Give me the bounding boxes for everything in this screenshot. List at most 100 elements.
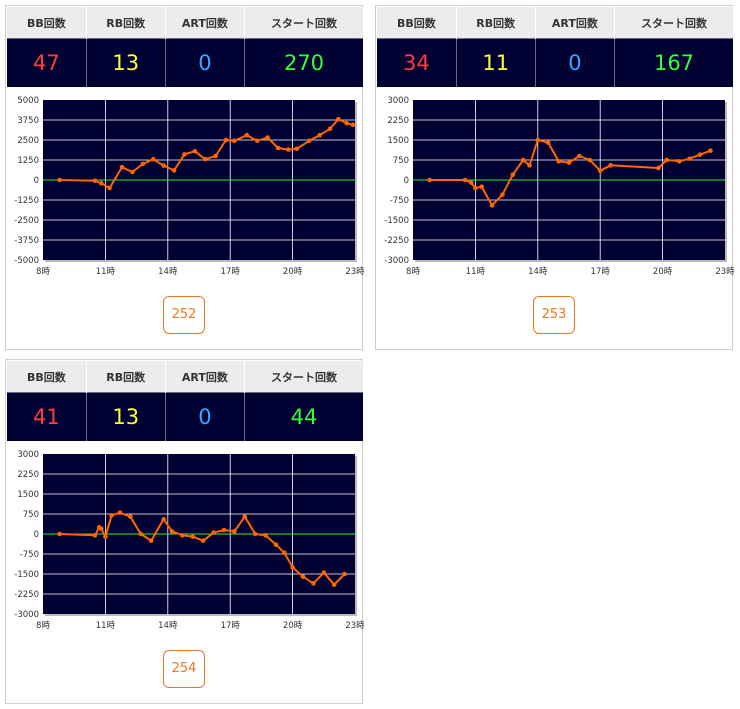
data-point [92, 178, 98, 184]
y-tick-label: 0 [34, 176, 39, 186]
header-rb: RB回数 [86, 7, 166, 39]
data-point [462, 177, 468, 183]
data-point [327, 126, 333, 132]
art-count: 0 [165, 392, 246, 441]
header-art: ART回数 [165, 361, 246, 393]
y-tick-label: 1250 [17, 156, 39, 166]
data-point [161, 517, 166, 522]
data-point [336, 116, 341, 122]
data-point [275, 145, 281, 151]
y-tick-label: -2500 [14, 216, 39, 226]
y-tick-label: -3000 [384, 256, 409, 266]
start-count: 167 [614, 38, 733, 87]
x-tick-label: 14時 [528, 267, 548, 277]
x-tick-label: 17時 [591, 267, 611, 277]
data-point [290, 565, 295, 570]
x-tick-label: 11時 [466, 267, 486, 277]
rb-count: 13 [86, 38, 166, 87]
data-point [130, 169, 135, 175]
header-bb: BB回数 [7, 7, 87, 39]
art-count: 0 [165, 38, 246, 87]
data-point [687, 156, 692, 161]
x-tick-label: 20時 [653, 267, 673, 277]
start-count: 270 [244, 38, 363, 87]
data-point [281, 550, 287, 555]
bb-count: 34 [377, 38, 457, 87]
x-tick-label: 14時 [158, 267, 178, 277]
data-point [98, 526, 104, 531]
header-rb: RB回数 [86, 361, 166, 393]
data-point [98, 180, 104, 186]
data-point [311, 581, 316, 586]
data-point [294, 146, 300, 152]
y-tick-label: -5000 [14, 256, 39, 266]
header-rb: RB回数 [456, 7, 536, 39]
data-point [117, 510, 123, 515]
y-tick-label: 750 [23, 510, 39, 520]
stats-table: BB回数 RB回数 ART回数 スタート回数 34 11 0 167 [377, 7, 733, 87]
rb-count: 11 [456, 38, 536, 87]
data-point [221, 527, 227, 533]
y-tick-label: 750 [393, 156, 409, 166]
y-tick-label: 3750 [17, 116, 39, 126]
y-tick-label: 3000 [17, 450, 39, 460]
data-point [527, 163, 532, 168]
data-point [57, 531, 62, 537]
machine-number-button[interactable]: 252 [163, 296, 205, 334]
data-point [169, 529, 175, 534]
data-point [140, 161, 146, 167]
y-tick-label: -750 [20, 550, 39, 560]
data-point [200, 538, 206, 543]
header-start: スタート回数 [244, 7, 363, 39]
data-point [608, 163, 613, 168]
data-point [697, 152, 703, 157]
y-tick-label: 2250 [17, 470, 39, 480]
y-tick-label: 2500 [17, 136, 39, 146]
data-point [182, 152, 187, 157]
header-art: ART回数 [535, 7, 616, 39]
header-start: スタート回数 [244, 361, 363, 393]
data-point [180, 533, 185, 538]
data-point [211, 530, 216, 535]
data-point [656, 165, 661, 171]
y-tick-label: 3000 [387, 96, 409, 106]
data-point [265, 135, 270, 140]
data-point [321, 570, 327, 575]
data-point [161, 163, 166, 168]
y-tick-label: 1500 [387, 136, 409, 146]
data-point [138, 531, 144, 537]
x-tick-label: 11時 [96, 621, 116, 631]
data-point [171, 168, 177, 173]
art-count: 0 [535, 38, 616, 87]
data-point [232, 529, 237, 534]
stats-table: BB回数 RB回数 ART回数 スタート回数 41 13 0 44 [7, 361, 363, 441]
header-bb: BB回数 [7, 361, 87, 393]
x-tick-label: 20時 [283, 267, 303, 277]
data-point [479, 184, 484, 189]
x-tick-label: 23時 [345, 267, 364, 277]
x-tick-label: 23時 [345, 621, 364, 631]
machine-card-254: BB回数 RB回数 ART回数 スタート回数 41 13 0 44 3000 22… [5, 359, 364, 704]
data-point [300, 574, 306, 579]
bb-count: 41 [7, 392, 87, 441]
rb-count: 13 [86, 392, 166, 441]
x-tick-label: 8時 [36, 621, 50, 631]
data-point [263, 533, 268, 538]
data-point [128, 514, 133, 519]
y-tick-label: -1500 [384, 216, 409, 226]
machine-number-button[interactable]: 254 [163, 650, 205, 688]
data-point [350, 122, 356, 128]
x-tick-label: 14時 [158, 621, 178, 631]
header-art: ART回数 [165, 7, 246, 39]
data-point [286, 147, 291, 152]
data-point [244, 132, 250, 138]
data-point [223, 137, 229, 143]
data-point [597, 168, 603, 173]
data-point [103, 534, 108, 539]
y-tick-label: -2250 [14, 590, 39, 600]
machine-number-button[interactable]: 253 [533, 296, 575, 334]
data-point [190, 534, 196, 539]
y-tick-label: -750 [390, 196, 409, 206]
